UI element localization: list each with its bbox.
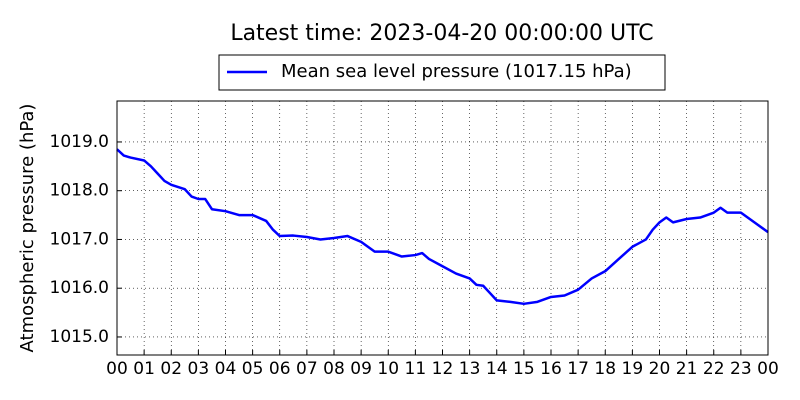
x-tick-label: 23	[730, 359, 752, 379]
x-tick-label: 01	[133, 359, 155, 379]
y-axis-label: Atmospheric pressure (hPa)	[17, 104, 38, 353]
x-tick-label: 19	[622, 359, 644, 379]
x-tick-label: 17	[567, 359, 589, 379]
x-tick-label: 05	[242, 359, 264, 379]
y-tick-label: 1019.0	[50, 132, 109, 152]
x-tick-label: 08	[323, 359, 345, 379]
x-tick-label: 18	[594, 359, 616, 379]
x-tick-label: 20	[649, 359, 671, 379]
y-tick-label: 1016.0	[50, 278, 109, 298]
x-tick-label: 09	[350, 359, 372, 379]
x-tick-label: 07	[296, 359, 318, 379]
x-tick-label: 21	[676, 359, 698, 379]
y-tick-label: 1015.0	[50, 327, 109, 347]
x-tick-label: 11	[405, 359, 427, 379]
x-tick-label: 16	[540, 359, 562, 379]
chart-title: Latest time: 2023-04-20 00:00:00 UTC	[230, 21, 653, 46]
legend-label: Mean sea level pressure (1017.15 hPa)	[281, 61, 632, 82]
x-tick-label: 00	[106, 359, 128, 379]
x-tick-label: 14	[486, 359, 508, 379]
x-tick-label: 03	[188, 359, 210, 379]
y-tick-label: 1017.0	[50, 229, 109, 249]
x-tick-label: 12	[432, 359, 454, 379]
x-tick-label: 04	[215, 359, 237, 379]
x-tick-label: 22	[703, 359, 725, 379]
x-tick-label: 13	[459, 359, 481, 379]
legend-box	[218, 54, 666, 91]
x-tick-label: 02	[160, 359, 182, 379]
x-tick-label: 06	[269, 359, 291, 379]
plot-frame	[116, 100, 769, 356]
x-tick-label: 00	[757, 359, 779, 379]
x-tick-label: 15	[513, 359, 535, 379]
line-series	[116, 148, 769, 306]
x-tick-label: 10	[377, 359, 399, 379]
y-tick-label: 1018.0	[50, 181, 109, 201]
